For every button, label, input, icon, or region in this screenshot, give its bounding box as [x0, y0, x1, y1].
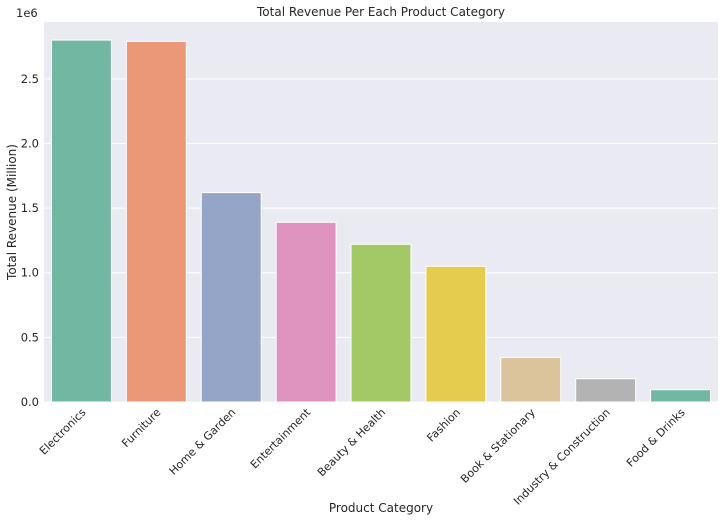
y-tick-label: 2.0	[21, 136, 39, 150]
bar-fashion	[425, 265, 487, 403]
x-tick-label: Furniture	[119, 406, 163, 450]
bar-entertainment	[275, 221, 337, 403]
x-axis-label: Product Category	[329, 501, 433, 515]
y-tick-labels: 0.0 0.5 1.0 1.5 2.0 2.5	[21, 72, 39, 409]
y-axis-label: Total Revenue (Million)	[5, 144, 19, 281]
bar-electronics	[50, 39, 112, 403]
y-offset-label: 1e6	[16, 6, 38, 20]
bar-industry-construction	[575, 378, 637, 403]
x-tick-label: Food & Drinks	[624, 406, 688, 470]
y-tick-label: 0.5	[21, 330, 39, 344]
y-tick-label: 0.0	[21, 395, 39, 409]
bar-furniture	[125, 40, 187, 403]
x-tick-label: Fashion	[424, 406, 463, 445]
chart-title: Total Revenue Per Each Product Category	[256, 5, 505, 19]
bar-food-drinks	[650, 389, 712, 403]
bar-beauty-health	[350, 243, 412, 403]
bars	[50, 39, 712, 403]
x-tick-label: Electronics	[37, 406, 89, 458]
y-tick-label: 1.5	[21, 201, 39, 215]
x-tick-label: Book & Stationary	[458, 406, 538, 486]
bar-home-garden	[200, 192, 262, 403]
bar-book-stationary	[500, 356, 562, 403]
x-tick-label: Home & Garden	[167, 406, 239, 478]
x-tick-label: Entertainment	[248, 405, 314, 471]
x-tick-label: Beauty & Health	[315, 406, 388, 479]
x-tick-labels: Electronics Furniture Home & Garden Enterta…	[37, 405, 688, 507]
y-tick-label: 2.5	[21, 72, 39, 86]
y-tick-label: 1.0	[21, 266, 39, 280]
